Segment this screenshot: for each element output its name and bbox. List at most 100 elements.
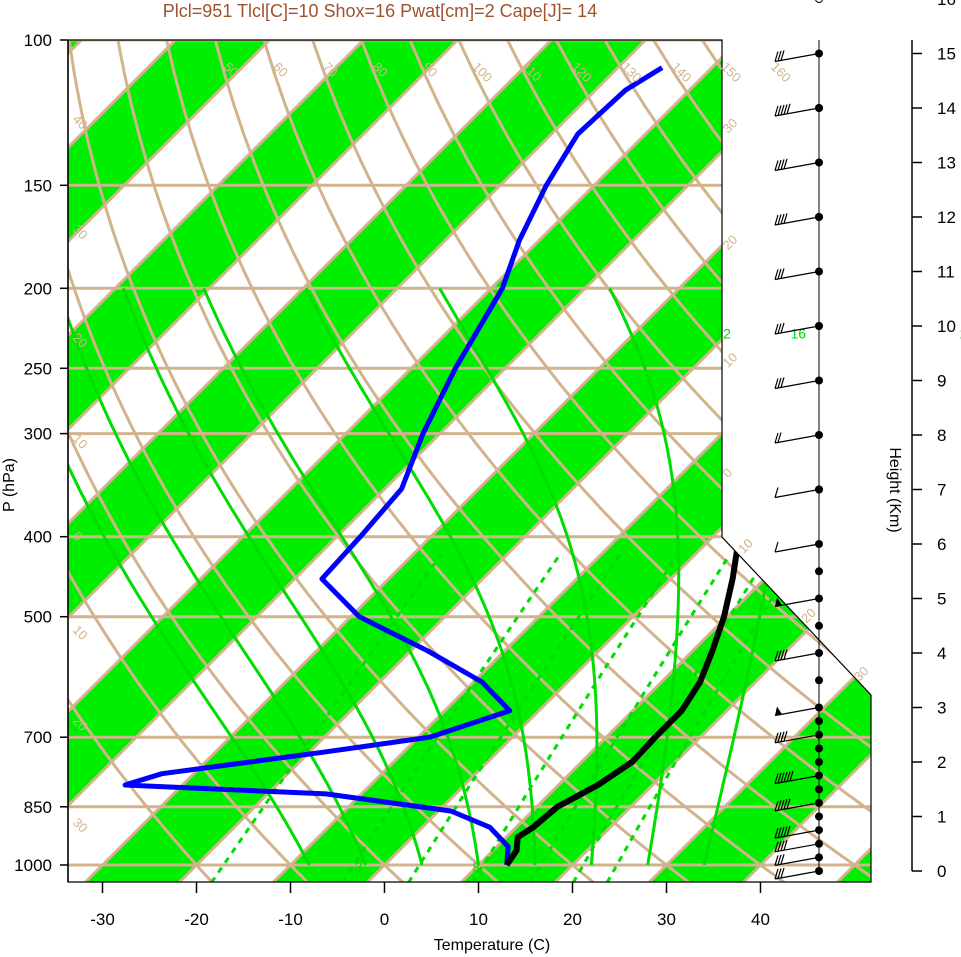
pressure-tick-label: 150 — [24, 176, 52, 195]
wind-barb-shaft — [774, 856, 820, 866]
height-tick-label: 4 — [937, 644, 946, 663]
wind-barb-shaft — [774, 775, 820, 785]
moist-adiabat-label: 12 — [715, 325, 731, 341]
wind-barb — [774, 867, 820, 880]
dry-adiabat-line — [68, 40, 504, 882]
wind-barb-feather — [774, 541, 779, 553]
wind-barb-feather — [789, 770, 794, 782]
pressure-tick-label: 250 — [24, 359, 52, 378]
wind-barb-shaft — [774, 107, 820, 117]
pressure-tick-label: 100 — [24, 31, 52, 50]
height-tick-label: 7 — [937, 481, 946, 500]
wind-barb — [774, 597, 820, 608]
pressure-axis-label: P (hPa) — [1, 458, 18, 512]
wind-barb-feather — [774, 868, 779, 880]
dry-adiabat-label: 100 — [469, 59, 495, 85]
dry-adiabat-label: 160 — [768, 59, 794, 85]
wind-barb-feather — [774, 650, 779, 662]
wind-barb-shaft — [774, 325, 820, 335]
temperature-tick-label: 30 — [657, 910, 676, 929]
temperature-axis-label: Temperature (C) — [434, 937, 550, 954]
wind-barb-feather — [777, 650, 782, 661]
wind-barb-shaft — [774, 706, 820, 717]
wind-barb-feather — [777, 268, 782, 280]
wind-barb-feather — [777, 159, 782, 171]
height-tick-label: 12 — [937, 208, 956, 227]
wind-barb-shaft — [774, 161, 820, 172]
temperature-tick-label: -20 — [184, 910, 209, 929]
height-marker-filled — [815, 812, 823, 821]
wind-barb-feather — [774, 105, 779, 117]
height-marker-filled — [815, 676, 823, 685]
wind-barb-feather — [780, 377, 785, 388]
mixing-ratio-line — [471, 553, 680, 882]
height-marker-filled — [815, 717, 823, 726]
wind-barb-feather — [783, 730, 788, 742]
moist-adiabat-line — [608, 287, 681, 866]
wind-barb-feather — [774, 51, 779, 62]
pressure-tick-label: 1000 — [14, 856, 52, 875]
wind-barb-feather — [777, 214, 782, 225]
wind-barb — [774, 854, 820, 866]
height-tick-label: 5 — [937, 590, 946, 609]
wind-barb-feather — [774, 732, 779, 743]
wind-barb-shaft — [774, 870, 820, 880]
pressure-tick-label: 400 — [24, 528, 52, 547]
height-marker-open — [815, 0, 823, 3]
isotherm-line — [68, 40, 365, 882]
wind-barb-feather — [783, 213, 788, 224]
wind-barb — [774, 541, 820, 553]
height-tick-label: 3 — [937, 699, 946, 718]
wind-barb-feather — [777, 854, 782, 865]
wind-barb — [774, 649, 820, 662]
pressure-tick-label: 300 — [24, 425, 52, 444]
moist-adiabat-line — [438, 287, 599, 866]
wind-barb-feather — [774, 487, 779, 498]
isotherm-label: 30 — [70, 815, 91, 836]
moist-adiabat-line — [68, 287, 311, 866]
temperature-tick-label: 20 — [563, 910, 582, 929]
line-labels: 50 60 70 80 90 100 110 120 130 140 150 160302010010… — [70, 59, 961, 875]
wind-barb-feather — [780, 731, 785, 742]
isotherm-line — [68, 40, 647, 882]
wind-barb-feather — [780, 104, 785, 116]
wind-barb-feather — [777, 800, 782, 811]
wind-barb-shaft — [774, 379, 820, 390]
isotherm-band — [68, 40, 458, 882]
dry-adiabat-line — [116, 40, 695, 882]
isotherm-label: 30 — [720, 115, 741, 136]
height-axis: 012345678910111213141516 — [911, 0, 956, 881]
wind-barb-feather — [780, 50, 785, 61]
height-tick-label: 16 — [937, 0, 956, 9]
wind-barb-shaft — [774, 270, 820, 281]
wind-barb-feather — [783, 158, 788, 170]
mixing-ratio-label: 3 — [355, 859, 363, 875]
dry-adiabat-line — [213, 40, 871, 882]
wind-barb-feather — [780, 840, 785, 851]
wind-barb-feather — [780, 772, 785, 783]
dewpoint-profile-line — [122, 65, 664, 866]
pressure-axis: 100 150 200 250 300 400 500 700 850 1000 — [14, 31, 69, 882]
wind-barb-feather — [777, 323, 782, 334]
wind-barb-flag — [775, 706, 782, 716]
height-tick-label: 10 — [937, 317, 956, 336]
wind-barb-feather — [783, 826, 788, 837]
wind-barb — [774, 432, 820, 444]
wind-barb-feather — [774, 378, 779, 389]
wind-barb-feather — [774, 773, 779, 784]
height-marker-filled — [815, 758, 823, 766]
wind-barb-feather — [780, 649, 785, 661]
dry-adiabat-label: 60 — [270, 59, 291, 80]
moist-adiabat-label: 24 — [960, 325, 961, 341]
dry-adiabat-line — [262, 40, 871, 882]
wind-barb-feather — [780, 213, 785, 225]
wind-barb-feather — [786, 771, 791, 782]
height-tick-label: 11 — [937, 263, 955, 282]
wind-barb-feather — [777, 772, 782, 784]
height-tick-label: 13 — [937, 154, 956, 173]
wind-barb — [774, 706, 820, 717]
wind-barb-shaft — [774, 52, 820, 63]
wind-barb-feather — [774, 323, 779, 335]
isotherm-label: 10 — [70, 622, 91, 643]
temperature-tick-label: 0 — [380, 910, 389, 929]
